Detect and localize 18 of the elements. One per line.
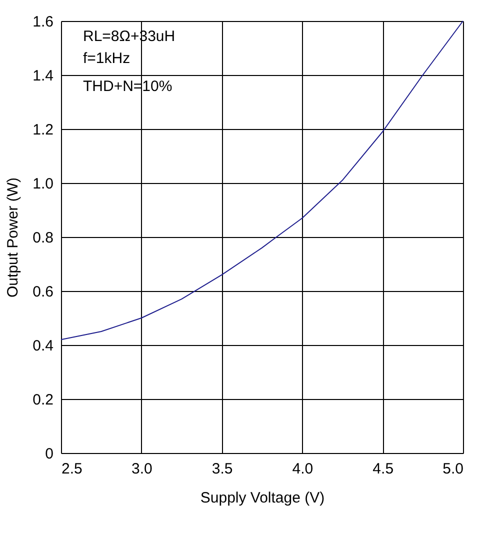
- y-tick-label: 0.2: [32, 392, 54, 408]
- x-tick-label: 3.0: [131, 460, 152, 478]
- y-tick-label: 1.2: [32, 122, 54, 138]
- y-tick-label: 0.4: [32, 338, 54, 354]
- annotation: f=1kHz: [83, 50, 130, 67]
- x-tick-label: 3.5: [212, 460, 233, 478]
- y-tick-label: 1.4: [32, 68, 54, 84]
- y-tick-label: 0: [45, 446, 54, 462]
- x-tick-label: 4.5: [372, 460, 394, 478]
- y-tick-label: 0.6: [32, 284, 54, 300]
- x-tick-label: 2.5: [62, 460, 82, 478]
- y-tick-label: 1.0: [32, 176, 54, 192]
- x-axis-title: Supply Voltage (V): [200, 490, 325, 506]
- y-tick-label: 1.6: [32, 14, 54, 30]
- y-tick-label: 0.8: [32, 230, 54, 246]
- x-tick-label: 4.0: [292, 460, 314, 478]
- y-axis-title: Output Power (W): [4, 177, 22, 298]
- x-tick-label: 5.0: [442, 460, 464, 478]
